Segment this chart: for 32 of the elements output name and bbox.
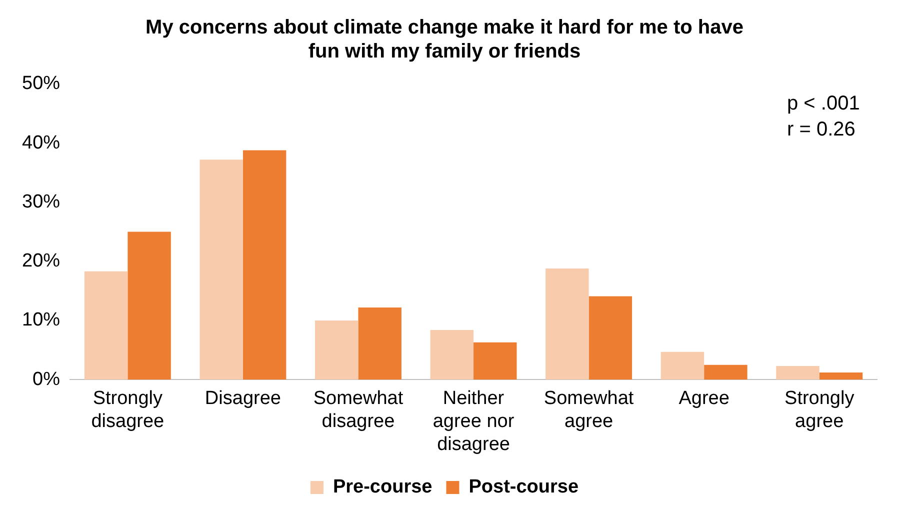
annotation: p < .001 [787,92,860,115]
bar [819,372,863,380]
y-tick-label: 10% [22,310,60,331]
x-tick-label: Strongly agree [784,388,855,432]
bar [128,232,171,380]
bar [776,366,820,380]
y-tick-label: 0% [32,368,60,390]
bar [546,268,589,380]
x-tick-label: Strongly disagree [91,388,164,432]
legend-label: Pre-course [332,476,432,498]
annotation: r = 0.26 [787,118,856,141]
x-tick-label: Neither agree nor disagree [432,388,515,455]
y-tick-label: 20% [22,250,60,272]
x-tick-label: Agree [678,388,730,410]
y-tick-label: 50% [22,73,60,94]
bar [315,320,358,380]
x-tick-label: Somewhat agree [544,388,634,432]
bar [200,160,243,380]
bar [660,352,704,380]
bar [704,364,748,380]
chart-title: My concerns about climate change make it hard for me to have fun with my family or friends [146,16,744,63]
bar [588,296,632,380]
bar [430,330,474,380]
bar [358,307,402,380]
legend-label: Post-course [468,476,579,498]
bar [242,150,286,380]
bar [474,342,517,380]
x-tick-label: Somewhat disagree [313,388,404,432]
x-tick-label: Disagree [204,388,281,410]
y-tick-label: 30% [22,191,60,212]
y-tick-label: 40% [22,132,60,154]
bar [84,271,128,380]
